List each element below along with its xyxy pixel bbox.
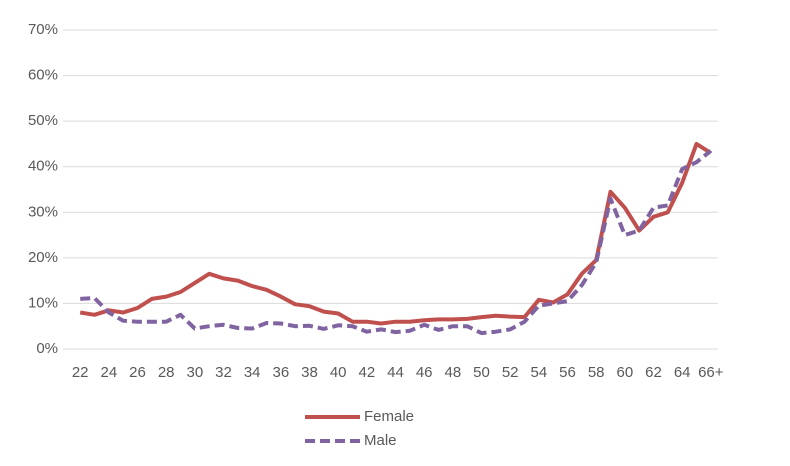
x-tick-label: 46: [416, 364, 433, 381]
x-tick-label: 30: [186, 364, 203, 381]
y-tick-label: 0%: [36, 340, 58, 357]
x-tick-label: 48: [444, 364, 461, 381]
legend-label: Female: [364, 408, 414, 425]
y-tick-label: 60%: [28, 67, 58, 84]
x-tick-label: 64: [674, 364, 691, 381]
x-tick-label: 52: [502, 364, 519, 381]
x-tick-label: 66+: [698, 364, 724, 381]
y-tick-label: 20%: [28, 249, 58, 266]
legend-label: Male: [364, 432, 397, 449]
series-line: [80, 149, 713, 336]
x-tick-label: 26: [129, 364, 146, 381]
x-tick-label: 62: [645, 364, 662, 381]
y-tick-label: 50%: [28, 112, 58, 129]
x-tick-label: 40: [330, 364, 347, 381]
x-tick-label: 42: [358, 364, 375, 381]
x-tick-label: 56: [559, 364, 576, 381]
y-tick-label: 10%: [28, 294, 58, 311]
x-tick-label: 58: [588, 364, 605, 381]
y-tick-label: 30%: [28, 203, 58, 220]
x-tick-label: 50: [473, 364, 490, 381]
x-tick-label: 60: [616, 364, 633, 381]
x-tick-label: 34: [244, 364, 261, 381]
x-tick-label: 38: [301, 364, 318, 381]
x-tick-label: 36: [272, 364, 289, 381]
x-tick-label: 24: [100, 364, 117, 381]
series-line: [79, 141, 712, 326]
x-tick-label: 32: [215, 364, 232, 381]
x-tick-label: 54: [530, 364, 547, 381]
x-tick-label: 44: [387, 364, 404, 381]
x-tick-label: 28: [158, 364, 175, 381]
x-tick-label: 22: [72, 364, 89, 381]
y-tick-label: 40%: [28, 158, 58, 175]
y-tick-label: 70%: [28, 21, 58, 38]
